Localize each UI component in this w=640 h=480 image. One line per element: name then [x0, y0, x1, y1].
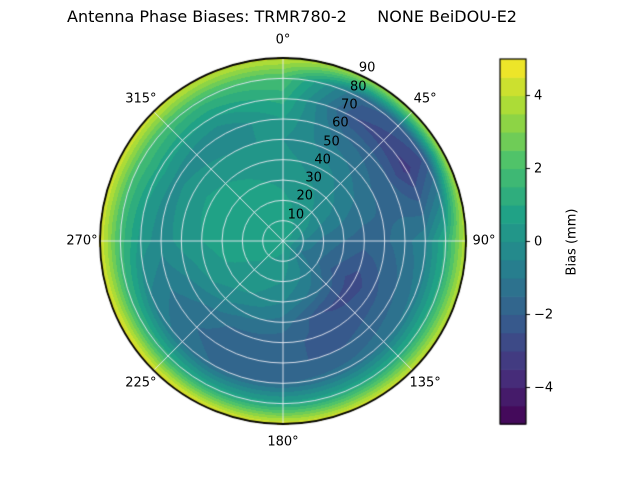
colorbar-tick-label: −4	[534, 380, 554, 395]
colorbar-tick-label: 2	[534, 161, 543, 176]
angular-tick-label: 135°	[409, 375, 441, 391]
plot-title: Antenna Phase Biases: TRMR780-2 NONE Bei…	[67, 7, 517, 26]
radial-tick-label: 80	[349, 79, 367, 95]
colorbar-axis-label: Bias (mm)	[564, 208, 580, 276]
radial-tick-label: 20	[296, 188, 314, 204]
colorbar-tick-label: −2	[534, 307, 554, 322]
angular-tick-label: 315°	[125, 91, 157, 107]
angular-tick-label: 45°	[413, 91, 437, 107]
radial-tick-label: 50	[323, 134, 340, 150]
angular-tick-label: 90°	[472, 233, 496, 249]
angular-tick-label: 180°	[267, 434, 299, 450]
radial-tick-label: 10	[287, 207, 305, 223]
colorbar-tick-label: 0	[534, 234, 543, 249]
radial-tick-label: 90	[358, 60, 376, 76]
angular-tick-label: 225°	[125, 375, 157, 391]
radial-tick-label: 30	[305, 170, 322, 186]
radial-tick-label: 70	[341, 97, 358, 113]
radial-tick-label: 40	[314, 152, 331, 168]
angular-tick-label: 270°	[66, 233, 98, 249]
radial-tick-label: 60	[332, 115, 349, 131]
colorbar-tick-label: 4	[534, 88, 543, 103]
angular-tick-label: 0°	[275, 32, 291, 48]
